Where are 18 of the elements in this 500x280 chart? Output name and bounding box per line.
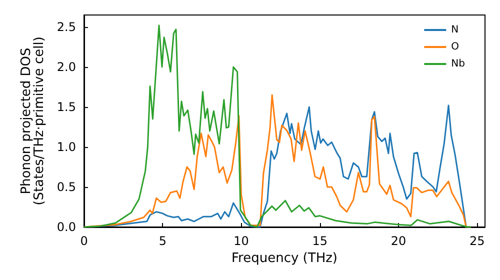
y-tick-label: 1.0 xyxy=(56,140,76,154)
x-tick-label: 25 xyxy=(469,234,485,248)
y-tick-label: 0.5 xyxy=(56,180,76,194)
y-tick-label: 1.5 xyxy=(56,100,76,114)
x-tick-label: 15 xyxy=(312,234,328,248)
x-tick-label: 20 xyxy=(390,234,406,248)
x-axis-title: Frequency (THz) xyxy=(232,250,338,266)
x-tick-label: 0 xyxy=(80,234,88,248)
y-tick-label: 2.0 xyxy=(56,60,76,74)
y-tick-label: 2.5 xyxy=(56,20,76,34)
y-tick-label: 0.0 xyxy=(56,220,76,234)
legend-label: N xyxy=(451,24,459,36)
legend-label: O xyxy=(451,42,460,52)
legend-label: Nb xyxy=(451,58,465,70)
x-tick-label: 5 xyxy=(158,234,166,248)
y-axis-title: Phonon projected DOS (States/THz·primitive cell) xyxy=(19,36,48,206)
x-tick-label: 10 xyxy=(234,234,249,248)
line-series xyxy=(83,24,472,228)
